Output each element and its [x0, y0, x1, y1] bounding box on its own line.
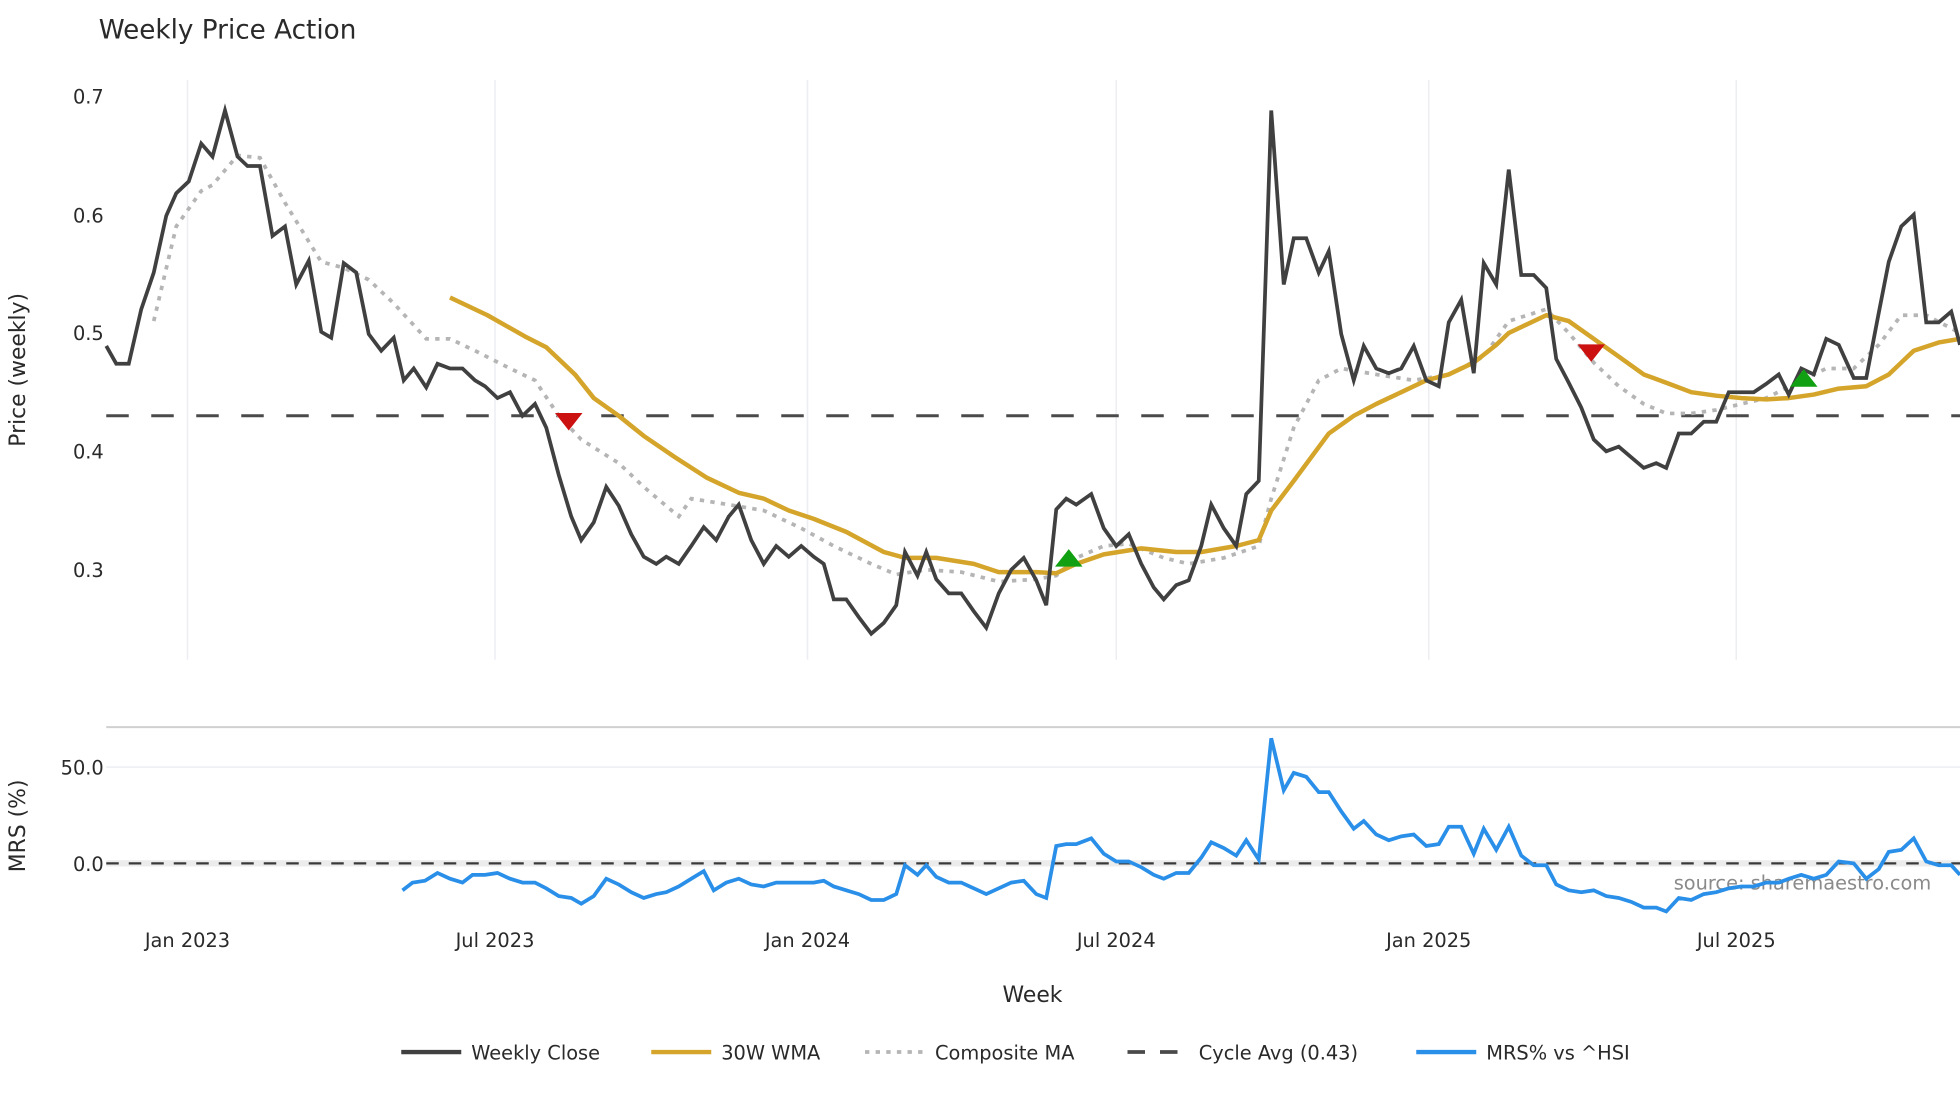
x-tick: Jan 2024 [764, 929, 850, 952]
composite-ma-line [151, 153, 1960, 584]
mrs-y-ticks: 50.0 0.0 [61, 757, 104, 876]
legend-label: MRS% vs ^HSI [1486, 1042, 1630, 1065]
sell-signal-triangle-down-icon [555, 413, 583, 431]
price-tick: 0.3 [73, 559, 104, 582]
price-y-axis-title: Price (weekly) [6, 293, 31, 447]
mrs-y-axis-title: MRS (%) [6, 780, 31, 873]
sell-signal-triangle-down-icon [1577, 344, 1605, 362]
price-tick: 0.4 [73, 441, 104, 464]
legend-label: Weekly Close [471, 1042, 600, 1065]
x-tick: Jan 2023 [144, 929, 230, 952]
mrs-tick: 0.0 [73, 853, 104, 876]
legend-label: Composite MA [935, 1042, 1075, 1065]
mrs-tick: 50.0 [61, 757, 104, 780]
price-grid [186, 79, 1737, 660]
x-tick: Jul 2024 [1076, 929, 1156, 952]
price-tick: 0.5 [73, 322, 104, 345]
mrs-line [401, 737, 1960, 914]
legend-item-weekly-close[interactable]: Weekly Close [401, 1042, 600, 1065]
buy-signal-triangle-up-icon [1055, 549, 1083, 567]
weekly-close-line [104, 103, 1960, 637]
legend-label: Cycle Avg (0.43) [1199, 1042, 1358, 1065]
price-tick: 0.7 [73, 86, 104, 109]
x-tick: Jul 2023 [455, 929, 535, 952]
legend-item-30w-wma[interactable]: 30W WMA [651, 1042, 821, 1065]
price-y-ticks: 0.7 0.6 0.5 0.4 0.3 [73, 86, 104, 583]
price-tick: 0.6 [73, 204, 104, 227]
x-tick: Jan 2025 [1385, 929, 1471, 952]
legend-item-mrs[interactable]: MRS% vs ^HSI [1416, 1042, 1630, 1065]
chart-title: Weekly Price Action [99, 16, 357, 46]
x-tick: Jul 2025 [1696, 929, 1776, 952]
buy-signal-triangle-up-icon [1790, 369, 1818, 387]
x-axis-title: Week [1003, 983, 1063, 1008]
legend-item-composite-ma[interactable]: Composite MA [865, 1042, 1075, 1065]
x-ticks: Jan 2023 Jul 2023 Jan 2024 Jul 2024 Jan … [144, 929, 1776, 952]
legend-label: 30W WMA [721, 1042, 821, 1065]
legend-item-cycle-avg[interactable]: Cycle Avg (0.43) [1127, 1042, 1359, 1065]
signal-markers [555, 344, 1818, 567]
legend: Weekly Close 30W WMA Composite MA Cycle … [401, 1042, 1630, 1065]
